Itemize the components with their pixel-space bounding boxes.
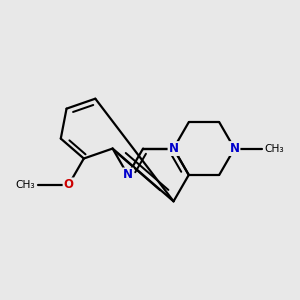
Text: N: N — [230, 142, 239, 155]
Text: CH₃: CH₃ — [16, 180, 35, 190]
Text: N: N — [123, 168, 133, 182]
Text: O: O — [64, 178, 74, 191]
Text: N: N — [169, 142, 178, 155]
Text: CH₃: CH₃ — [265, 143, 284, 154]
